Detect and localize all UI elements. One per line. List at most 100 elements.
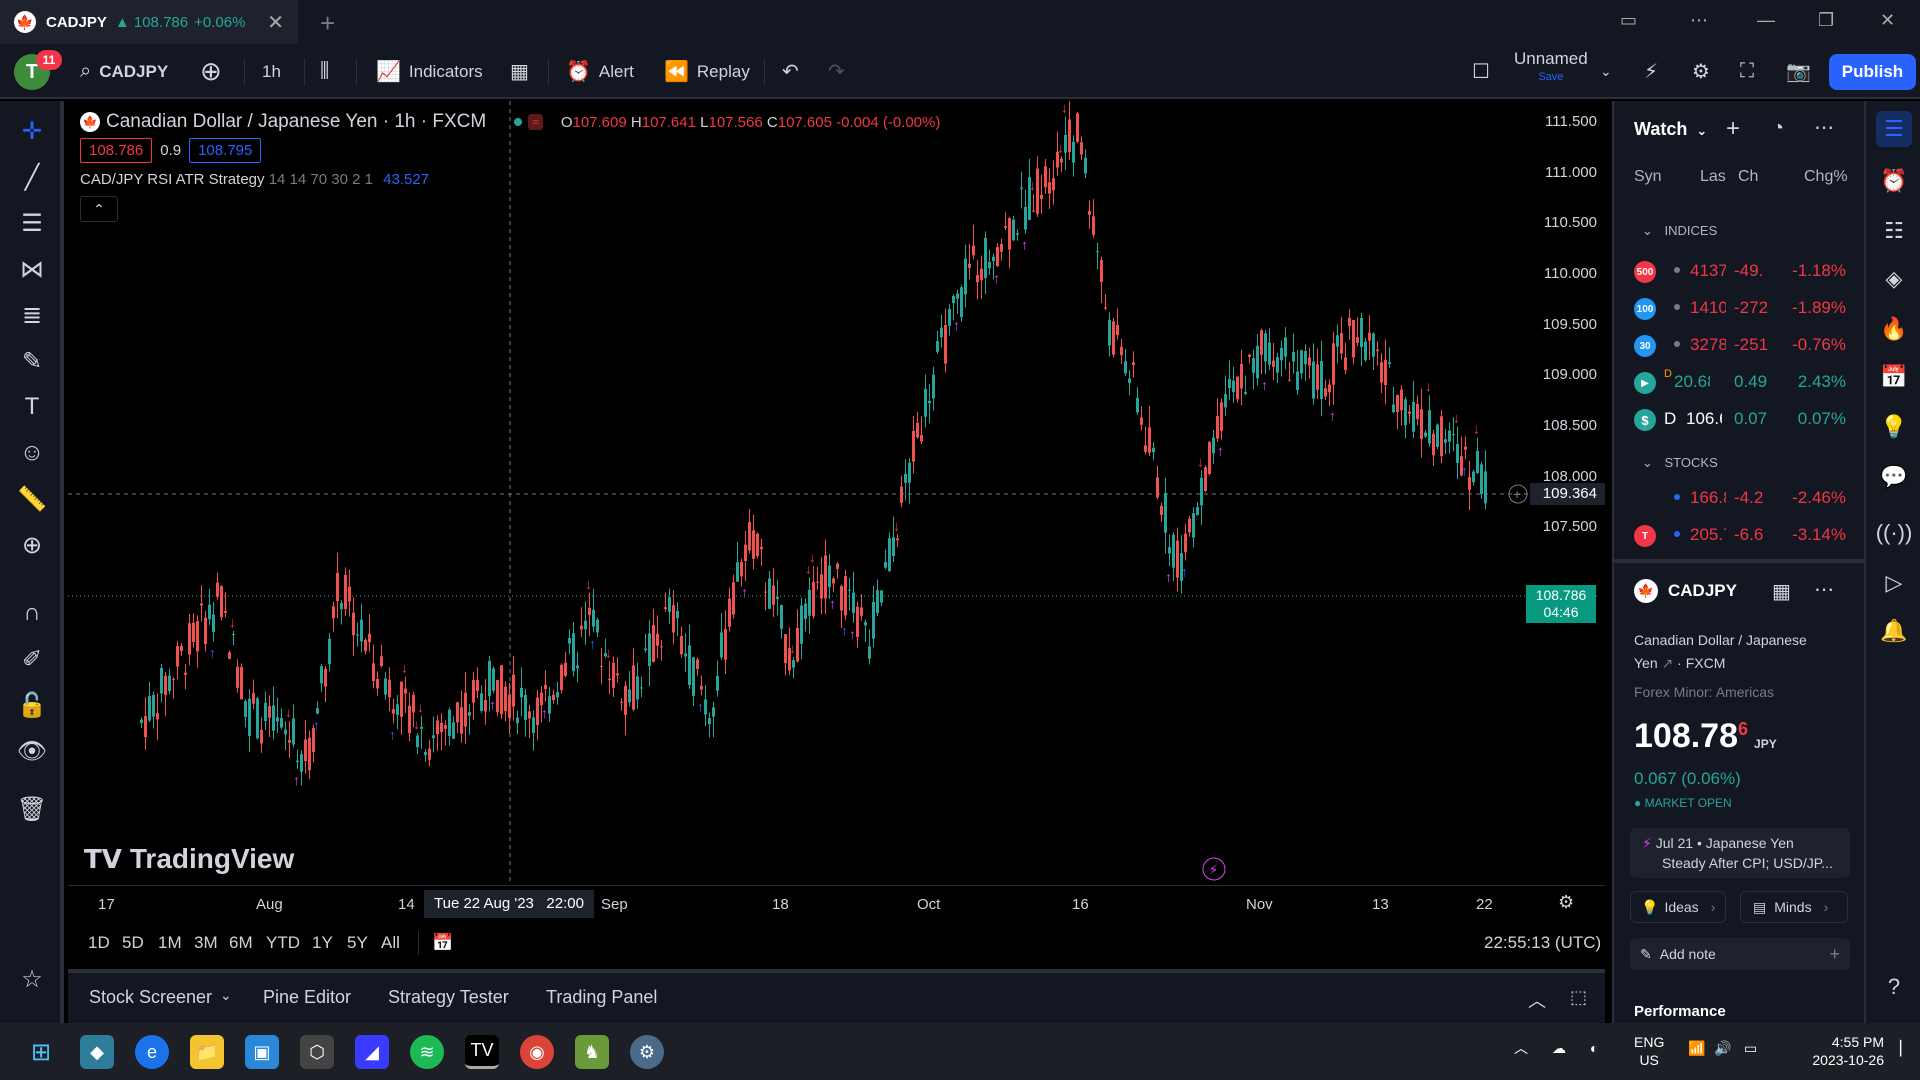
tab-close-icon[interactable]: ✕ [267, 10, 284, 35]
details-symbol[interactable]: CADJPY [1668, 581, 1737, 601]
minimize-button[interactable]: — [1757, 10, 1775, 31]
interval-button[interactable]: 1h [262, 44, 281, 99]
spotify-icon[interactable]: ≋ [410, 1035, 444, 1069]
watchlist-row[interactable]: 100 1410 -272 -1.89% [1614, 290, 1864, 326]
tradingview-app-icon[interactable]: TV [465, 1035, 499, 1069]
wifi-icon[interactable]: 📶 [1688, 1039, 1705, 1057]
chat-icon[interactable]: 💬 [1876, 459, 1912, 495]
ruler-icon[interactable]: 📏 [14, 481, 50, 517]
microsoft-store-icon[interactable]: ▣ [245, 1035, 279, 1069]
sell-price-button[interactable]: 108.786 [80, 138, 152, 163]
chart-canvas[interactable]: ↑ ↓ ↓ ↑ ↑ ↑ ↓ ↓ ↓ ↑ ↑ ↓ ↑ ↓ ↑ ↑ ↓ ↓ ↓ ↑ ↑ ↑ ↓ ↑ ↑ ↑ ↓ ↓ ↓ ↑ ↑ ↓ ↑ ↑ ↑ ↓ ↓ ↑ ↓ … [68, 101, 1605, 965]
settings-gear-icon[interactable]: ⚙ [630, 1035, 664, 1069]
tab-pine-editor[interactable]: Pine Editor [263, 987, 351, 1008]
column-symbol[interactable]: Syn [1634, 168, 1662, 186]
calendar-icon[interactable]: 📅 [1876, 359, 1912, 395]
grid-icon[interactable]: ▦ [1772, 579, 1791, 604]
horizontal-lines-icon[interactable]: ☰ [14, 205, 50, 241]
range-1d[interactable]: 1D [88, 933, 110, 953]
utc-clock[interactable]: 22:55:13 (UTC) [1484, 933, 1601, 953]
watchlist-icon[interactable]: ☰ [1876, 111, 1912, 147]
volume-icon[interactable]: 🔊 [1714, 1039, 1731, 1057]
ideas-bulb-icon[interactable]: 💡 [1876, 409, 1912, 445]
chevron-up-icon[interactable]: ︿ [1528, 987, 1546, 1013]
section-indices[interactable]: ⌄ INDICES [1642, 223, 1717, 239]
maximize-button[interactable]: ❐ [1818, 10, 1834, 31]
time-axis[interactable]: 17 Aug 14 Sep 18 Oct 16 Nov 13 22 Tue 22… [68, 885, 1605, 921]
range-5y[interactable]: 5Y [347, 933, 368, 953]
column-last[interactable]: Las [1700, 168, 1726, 186]
more-icon[interactable]: ⋯ [1690, 10, 1708, 31]
trend-line-icon[interactable]: ╱ [14, 159, 50, 195]
watchlist-title[interactable]: Watch ⌄ [1634, 119, 1707, 140]
tab-stock-screener[interactable]: Stock Screener [89, 987, 212, 1008]
indicator-legend[interactable]: CAD/JPY RSI ATR Strategy 14 14 70 30 2 1… [80, 171, 940, 188]
collapse-legend-button[interactable]: ⌃ [80, 196, 118, 222]
more-options-icon[interactable]: ⋯ [1814, 115, 1834, 140]
range-3m[interactable]: 3M [194, 933, 218, 953]
file-explorer-icon[interactable]: 📁 [190, 1035, 224, 1069]
compare-button[interactable]: ⊕ [200, 44, 230, 99]
layers-icon[interactable]: ◈ [1876, 261, 1912, 297]
settings-button[interactable]: ⚙ [1692, 44, 1718, 99]
buy-price-button[interactable]: 108.795 [189, 138, 261, 163]
advanced-view-icon[interactable]: ◔ [1772, 117, 1784, 140]
magnet-icon[interactable]: ∩ [14, 595, 50, 631]
maximize-panel-icon[interactable]: ⬚ [1570, 987, 1587, 1008]
axis-settings-icon[interactable]: ⚙ [1558, 892, 1574, 913]
section-stocks[interactable]: ⌄ STOCKS [1642, 455, 1718, 471]
avatar[interactable]: T 11 [14, 54, 50, 90]
notifications-icon[interactable]: ▏ [1900, 1039, 1911, 1057]
notification-bell-icon[interactable]: 🔔 [1876, 613, 1912, 649]
zoom-in-icon[interactable]: ⊕ [14, 527, 50, 563]
watchlist-row[interactable]: 500 4137 -49. -1.18% [1614, 253, 1864, 289]
onedrive-cloud-icon[interactable]: ☁ [1552, 1039, 1566, 1057]
series-title[interactable]: Canadian Dollar / Japanese Yen · 1h · FX… [106, 111, 486, 133]
layout-dropdown[interactable]: ⌄ [1600, 44, 1620, 99]
range-ytd[interactable]: YTD [266, 933, 300, 953]
replay-forward-icon[interactable]: ▷ [1876, 565, 1912, 601]
alerts-clock-icon[interactable]: ⏰ [1876, 163, 1912, 199]
brush-icon[interactable]: ✎ [14, 343, 50, 379]
price-axis[interactable]: 111.500 111.000 110.500 110.000 109.500 … [1530, 101, 1605, 885]
indicators-button[interactable]: 📈 Indicators [376, 44, 483, 99]
pencil-lock-icon[interactable]: ✐ [14, 641, 50, 677]
layout-name[interactable]: Unnamed Save [1514, 50, 1588, 86]
add-note-button[interactable]: ✎ Add note + [1630, 938, 1850, 970]
watchlist-row[interactable]: $ D 106.6 0.07 0.07% [1614, 401, 1864, 437]
snapshot-button[interactable]: 📷 [1786, 44, 1819, 99]
quick-search-button[interactable]: ⚡ [1644, 44, 1666, 99]
fib-icon[interactable]: ≣ [14, 297, 50, 333]
hotlists-fire-icon[interactable]: 🔥 [1876, 311, 1912, 347]
more-options-icon[interactable]: ⋯ [1814, 577, 1834, 602]
templates-button[interactable]: ▦ [510, 44, 537, 99]
ideas-button[interactable]: 💡 Ideas › [1630, 891, 1726, 923]
watchlist-row[interactable]: 30 3278 -251 -0.76% [1614, 327, 1864, 363]
app-icon[interactable]: ♞ [575, 1035, 609, 1069]
layout-checkbox[interactable]: ☐ [1472, 44, 1498, 99]
symbol-search-button[interactable]: ⌕ CADJPY [80, 44, 168, 99]
alert-button[interactable]: ⏰ Alert [566, 44, 634, 99]
undo-button[interactable]: ↶ [782, 44, 807, 99]
calendar-icon[interactable]: 📅 [432, 933, 453, 953]
tray-chevron-up-icon[interactable]: ︿ [1514, 1039, 1528, 1057]
column-change-pct[interactable]: Chg% [1804, 168, 1848, 186]
crosshair-icon[interactable]: ✛ [14, 113, 50, 149]
new-tab-button[interactable]: + [320, 8, 335, 39]
app-icon[interactable]: ⬡ [300, 1035, 334, 1069]
eye-icon[interactable]: 👁 [14, 733, 50, 769]
edge-browser-icon[interactable]: e [135, 1035, 169, 1069]
watchlist-row[interactable]: T 205.7 -6.6 -3.14% [1614, 517, 1864, 553]
text-icon[interactable]: T [14, 389, 50, 425]
streams-icon[interactable]: ((·)) [1876, 515, 1912, 551]
screen-icon[interactable]: ▭ [1620, 10, 1637, 31]
watchlist-row[interactable]: 166.8 -4.2 -2.46% [1614, 480, 1864, 516]
news-card[interactable]: ⚡ Jul 21 • Japanese Yen Steady After CPI… [1630, 828, 1850, 878]
watchlist-row[interactable]: ▶ D 20.68 0.49 2.43% [1614, 364, 1864, 400]
trash-icon[interactable]: 🗑 [14, 791, 50, 827]
language-indicator[interactable]: ENG US [1634, 1033, 1664, 1069]
app-icon[interactable]: ◢ [355, 1035, 389, 1069]
object-tree-icon[interactable]: ☷ [1876, 213, 1912, 249]
star-icon[interactable]: ☆ [14, 961, 50, 997]
replay-button[interactable]: ⏪ Replay [664, 44, 750, 99]
